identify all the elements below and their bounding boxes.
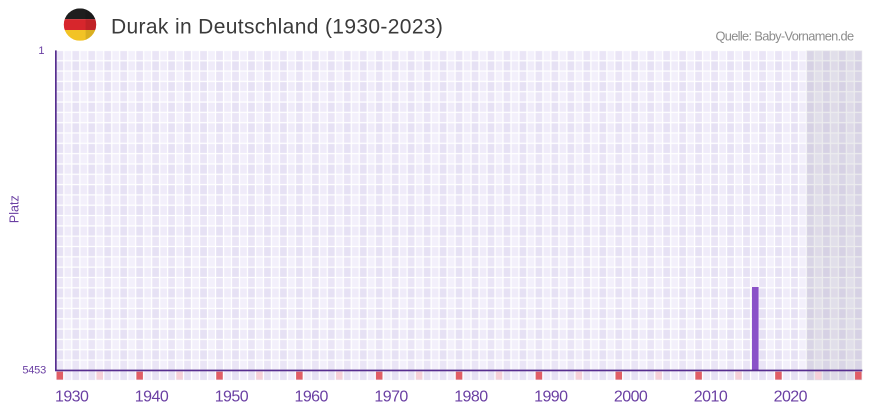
svg-text:1: 1 [38,45,44,57]
svg-text:2020: 2020 [774,389,808,406]
svg-text:1930: 1930 [55,389,89,406]
svg-text:1940: 1940 [135,389,169,406]
svg-text:Durak in Deutschland (1930-202: Durak in Deutschland (1930-2023) [111,15,443,38]
svg-text:1960: 1960 [294,389,328,406]
svg-text:Platz: Platz [7,195,21,223]
svg-text:1990: 1990 [534,389,568,406]
svg-text:2010: 2010 [694,389,728,406]
svg-text:1980: 1980 [454,389,488,406]
svg-text:1950: 1950 [215,389,249,406]
svg-text:2000: 2000 [614,389,648,406]
svg-text:5453: 5453 [22,365,46,377]
svg-text:Quelle: Baby-Vornamen.de: Quelle: Baby-Vornamen.de [715,29,854,44]
svg-text:1970: 1970 [374,389,408,406]
